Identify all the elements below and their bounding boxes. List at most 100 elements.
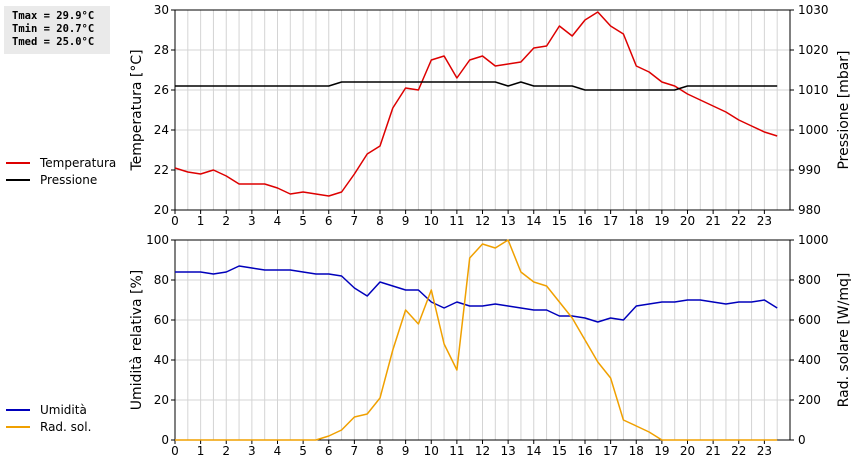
stat-tmed: Tmed = 25.0°C [12,36,95,48]
legend-item-umidita: Umidità [6,401,91,418]
y-right-tick-label: 980 [798,203,821,217]
x-tick-label: 18 [629,214,644,228]
chart-panel-2: 0 1 2 3 4 5 6 7 8 9 10 11 12 13 14 15 16 17 18 19 20 21 22 2302… [129,233,852,458]
legend-swatch-temperatura [6,161,30,164]
y-right-tick-label: 800 [798,273,821,287]
x-tick-label: 21 [705,214,720,228]
x-tick-label: 20 [680,444,695,458]
x-tick-label: 13 [500,214,515,228]
y-right-axis-label: Rad. solare [W/mq] [836,273,852,408]
legend-item-pressione: Pressione [6,171,116,188]
x-tick-label: 1 [197,444,205,458]
x-tick-label: 8 [376,214,384,228]
x-tick-label: 7 [351,214,359,228]
x-tick-label: 17 [603,444,618,458]
x-tick-label: 5 [299,214,307,228]
x-tick-label: 21 [705,444,720,458]
x-tick-label: 16 [577,444,592,458]
y-left-tick-label: 20 [154,393,169,407]
x-tick-label: 4 [274,444,282,458]
x-tick-label: 9 [402,444,410,458]
y-right-tick-label: 200 [798,393,821,407]
x-tick-label: 15 [552,444,567,458]
stat-tmin: Tmin = 20.7°C [12,23,95,35]
x-tick-label: 3 [248,444,256,458]
x-tick-label: 2 [222,214,230,228]
legend-item-rad-sol: Rad. sol. [6,418,91,435]
x-tick-label: 7 [351,444,359,458]
x-tick-label: 2 [222,444,230,458]
y-left-tick-label: 60 [154,313,169,327]
y-right-tick-label: 1000 [798,233,829,247]
legend-label-rad-sol: Rad. sol. [40,419,92,434]
series-line-umidit [175,265,778,323]
series-line-rad-sol [175,239,778,441]
x-tick-label: 12 [475,214,490,228]
y-left-tick-label: 0 [161,433,169,447]
legend-swatch-rad-sol [6,425,30,428]
x-tick-label: 4 [274,214,282,228]
x-tick-label: 16 [577,214,592,228]
x-tick-label: 19 [654,214,669,228]
x-tick-label: 23 [757,214,772,228]
x-tick-label: 11 [449,214,464,228]
legend-top: Temperatura Pressione [6,154,116,188]
y-left-tick-label: 20 [154,203,169,217]
chart-panel-1: 0 1 2 3 4 5 6 7 8 9 10 11 12 13 14 15 16 17 18 19 20 21 22 2320… [129,3,852,228]
x-tick-label: 1 [197,214,205,228]
y-right-tick-label: 1000 [798,123,829,137]
y-right-tick-label: 1030 [798,3,829,17]
x-tick-label: 13 [500,444,515,458]
y-left-tick-label: 24 [154,123,169,137]
y-right-tick-label: 1020 [798,43,829,57]
x-tick-label: 0 [171,444,179,458]
y-left-axis-label: Umidità relativa [%] [129,270,145,411]
y-right-tick-label: 0 [798,433,806,447]
x-tick-label: 6 [325,444,333,458]
y-right-tick-label: 990 [798,163,821,177]
x-tick-label: 12 [475,444,490,458]
stat-tmax: Tmax = 29.9°C [12,10,95,22]
y-left-tick-label: 28 [154,43,169,57]
x-tick-label: 10 [424,214,439,228]
x-tick-label: 22 [731,444,746,458]
y-left-tick-label: 100 [146,233,169,247]
y-left-tick-label: 26 [154,83,169,97]
x-tick-label: 0 [171,214,179,228]
x-tick-label: 14 [526,444,541,458]
x-tick-label: 3 [248,214,256,228]
y-right-tick-label: 600 [798,313,821,327]
y-left-tick-label: 22 [154,163,169,177]
x-tick-label: 8 [376,444,384,458]
x-tick-label: 19 [654,444,669,458]
x-tick-label: 20 [680,214,695,228]
legend-label-pressione: Pressione [40,172,98,187]
x-tick-label: 6 [325,214,333,228]
legend-swatch-umidita [6,408,30,411]
y-left-tick-label: 80 [154,273,169,287]
y-left-tick-label: 30 [154,3,169,17]
x-tick-label: 5 [299,444,307,458]
y-right-tick-label: 1010 [798,83,829,97]
x-tick-label: 9 [402,214,410,228]
x-tick-label: 17 [603,214,618,228]
y-left-tick-label: 40 [154,353,169,367]
series-line-temperatura [174,11,778,197]
stats-box: Tmax = 29.9°C Tmin = 20.7°C Tmed = 25.0°… [4,6,110,54]
y-right-axis-label: Pressione [mbar] [836,50,852,169]
series-line-pressione [175,81,778,91]
legend-swatch-pressione [6,178,30,181]
x-tick-label: 18 [629,444,644,458]
legend-label-umidita: Umidità [40,402,87,417]
x-tick-label: 22 [731,214,746,228]
y-left-axis-label: Temperatura [°C] [129,49,145,171]
y-right-tick-label: 400 [798,353,821,367]
x-tick-label: 11 [449,444,464,458]
x-tick-label: 14 [526,214,541,228]
x-tick-label: 10 [424,444,439,458]
legend-item-temperatura: Temperatura [6,154,116,171]
legend-label-temperatura: Temperatura [40,155,117,170]
x-tick-label: 15 [552,214,567,228]
x-tick-label: 23 [757,444,772,458]
